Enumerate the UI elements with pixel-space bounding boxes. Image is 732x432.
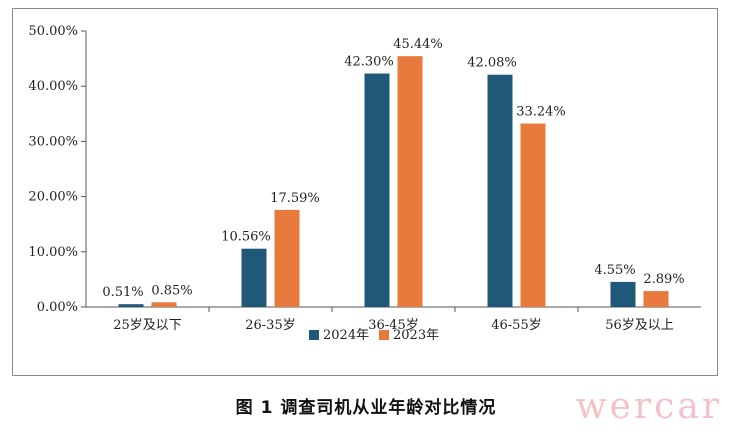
y-tick-label: 30.00% <box>28 134 78 149</box>
legend-label: 2023年 <box>393 328 439 343</box>
y-tick-label: 40.00% <box>28 79 78 94</box>
bar-2024 <box>610 281 636 307</box>
data-label: 0.51% <box>102 285 143 300</box>
data-label: 42.08% <box>467 56 517 71</box>
x-category-label: 46-55岁 <box>491 318 541 333</box>
bar-2023 <box>397 56 423 307</box>
data-label: 4.55% <box>594 263 635 278</box>
data-label: 2.89% <box>643 272 684 287</box>
chart-frame: 0.00% 10.00% 20.00% 30.00% 40.00% 50.00% 25岁及以… <box>12 8 718 376</box>
bar-2024 <box>118 304 144 307</box>
bar-2023 <box>643 291 669 307</box>
bar-2023 <box>151 302 177 307</box>
bar-2024 <box>487 74 513 307</box>
legend-label: 2024年 <box>323 328 369 343</box>
y-tick-label: 10.00% <box>28 245 78 260</box>
data-label: 10.56% <box>221 230 271 245</box>
data-label: 42.30% <box>344 55 394 70</box>
data-label: 45.44% <box>393 37 443 52</box>
x-category-label: 56岁及以上 <box>605 318 674 333</box>
y-tick-label: 0.00% <box>37 300 78 315</box>
bar-2024 <box>241 248 267 307</box>
x-category-label: 25岁及以下 <box>113 318 182 333</box>
data-label: 33.24% <box>516 105 566 120</box>
x-category-label: 26-35岁 <box>245 318 295 333</box>
y-tick-label: 20.00% <box>28 190 78 205</box>
bar-2023 <box>520 123 546 307</box>
legend-swatch-2023 <box>379 330 389 340</box>
data-label: 17.59% <box>270 191 320 206</box>
figure-caption: 图 1 调查司机从业年龄对比情况 <box>235 398 497 418</box>
x-category-label: 36-45岁 <box>368 318 418 333</box>
legend-swatch-2024 <box>309 330 319 340</box>
y-tick-label: 50.00% <box>28 24 78 39</box>
watermark: wercar <box>575 386 722 427</box>
data-label: 0.85% <box>151 283 192 298</box>
bar-chart: 0.00% 10.00% 20.00% 30.00% 40.00% 50.00% 25岁及以… <box>28 24 701 343</box>
bar-2023 <box>274 209 300 307</box>
bar-2024 <box>364 73 390 307</box>
